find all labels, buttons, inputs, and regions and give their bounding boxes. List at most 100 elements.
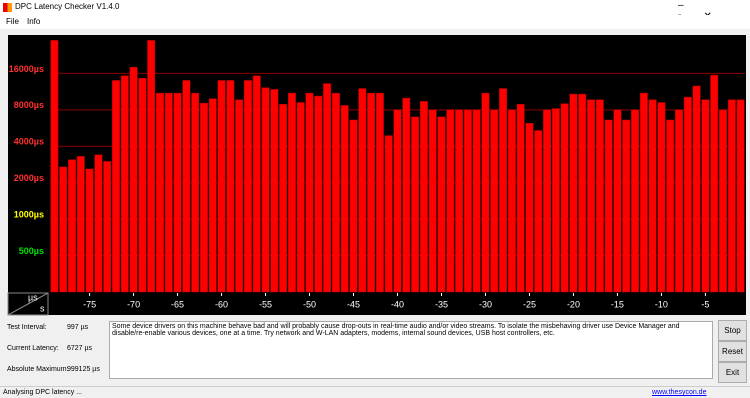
latency-bar	[639, 92, 648, 293]
latency-bar	[235, 99, 244, 293]
latency-bar	[648, 99, 657, 293]
latency-bar	[666, 119, 675, 293]
x-tick-label: -60	[215, 299, 228, 309]
latency-bar	[569, 93, 578, 293]
latency-bar	[727, 99, 736, 293]
latency-bar	[261, 87, 270, 293]
exit-button[interactable]: Exit	[718, 362, 747, 383]
unit-divider	[7, 292, 49, 316]
y-tick-label: 500µs	[19, 246, 44, 256]
menu-bar: File Info	[0, 15, 750, 29]
latency-bar	[147, 40, 156, 293]
latency-bar	[270, 89, 279, 293]
info-value: 999125 µs	[67, 366, 100, 373]
latency-bar	[164, 92, 173, 293]
latency-bar	[217, 80, 226, 293]
latency-bar	[446, 109, 455, 293]
latency-bar	[516, 104, 525, 293]
latency-bar	[683, 96, 692, 293]
latency-bar	[138, 77, 147, 293]
latency-chart: µs s 500µs 1000µs 2000µs 4000µs 8000µs 16000µ…	[7, 35, 746, 316]
x-tick-label: -70	[127, 299, 140, 309]
latency-bar	[499, 88, 508, 293]
latency-bar	[578, 93, 587, 293]
status-text: Analysing DPC latency ...	[3, 389, 82, 396]
x-tick-label: -35	[435, 299, 448, 309]
website-link[interactable]: www.thesycon.de	[652, 389, 707, 396]
latency-bar	[323, 83, 332, 293]
latency-bar	[419, 101, 428, 293]
info-label: Absolute Maximum:	[7, 366, 69, 373]
y-unit: µs	[28, 292, 38, 302]
window-title: DPC Latency Checker V1.4.0	[15, 2, 120, 11]
x-tick-label: -75	[83, 299, 96, 309]
x-tick-label: -65	[171, 299, 184, 309]
latency-bar	[340, 105, 349, 293]
latency-bar	[551, 108, 560, 293]
latency-bar	[534, 130, 543, 293]
y-tick-label: 8000µs	[14, 100, 44, 110]
latency-bar	[50, 40, 59, 293]
x-tick-label: -40	[391, 299, 404, 309]
latency-bar	[59, 166, 68, 293]
title-bar: DPC Latency Checker V1.4.0 –▫✕	[0, 0, 750, 22]
reset-button[interactable]: Reset	[718, 341, 747, 362]
latency-bar	[657, 102, 666, 293]
latency-bar	[85, 168, 94, 293]
y-tick-label: 4000µs	[14, 137, 44, 147]
info-value: 997 µs	[67, 324, 89, 331]
y-tick-label: 2000µs	[14, 173, 44, 183]
latency-bar	[103, 161, 112, 293]
latency-bar	[367, 92, 376, 293]
latency-bar	[156, 92, 164, 293]
latency-bar	[472, 109, 481, 293]
latency-bar	[375, 92, 384, 293]
info-value: 6727 µs	[67, 345, 93, 352]
latency-bar	[173, 92, 182, 293]
latency-bar	[587, 99, 595, 293]
latency-bar	[182, 80, 191, 293]
latency-bar	[701, 99, 710, 293]
x-unit: s	[40, 303, 45, 313]
latency-bar	[243, 80, 252, 293]
latency-bar	[191, 92, 200, 293]
latency-bar	[604, 119, 613, 293]
latency-bar	[287, 92, 296, 293]
x-tick-label: -15	[611, 299, 624, 309]
latency-bar	[76, 156, 85, 293]
latency-bar	[543, 109, 552, 293]
x-tick-label: -55	[259, 299, 272, 309]
latency-bar	[68, 159, 76, 293]
menu-item[interactable]: Info	[27, 17, 41, 26]
latency-bar	[411, 116, 420, 293]
latency-bar	[692, 85, 701, 293]
x-tick-label: -10	[655, 299, 668, 309]
latency-bar	[252, 75, 261, 293]
latency-bar	[358, 88, 367, 293]
x-tick-label: -5	[701, 299, 709, 309]
info-label: Current Latency:	[7, 345, 59, 352]
latency-bar	[120, 75, 129, 293]
latency-bar	[719, 109, 727, 293]
latency-bar	[455, 109, 464, 293]
x-tick-label: -25	[523, 299, 536, 309]
latency-bar	[507, 109, 516, 293]
stop-button[interactable]: Stop	[718, 320, 747, 341]
menu-item[interactable]: File	[6, 17, 19, 26]
info-label: Test Interval:	[7, 324, 47, 331]
latency-bar	[94, 154, 103, 293]
status-bar: Analysing DPC latency ... www.thesycon.d…	[0, 386, 750, 398]
latency-bar	[112, 80, 120, 293]
latency-bar	[208, 98, 217, 293]
latency-bar	[296, 102, 305, 293]
latency-bar	[384, 135, 393, 293]
latency-bar	[481, 92, 490, 293]
y-tick-label: 1000µs	[14, 210, 44, 220]
x-tick-label: -45	[347, 299, 360, 309]
latency-bar	[314, 95, 323, 293]
latency-bar	[428, 109, 437, 293]
latency-bar	[736, 99, 745, 293]
x-tick-label: -50	[303, 299, 316, 309]
latency-bar	[305, 92, 314, 293]
